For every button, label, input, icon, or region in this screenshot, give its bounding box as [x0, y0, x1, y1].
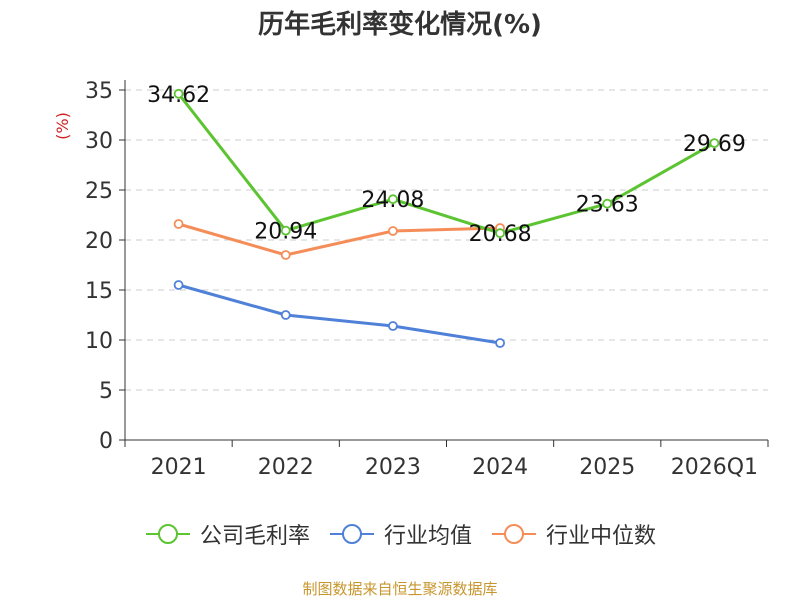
data-label: 29.69	[683, 132, 746, 157]
y-tick-label: 20	[85, 229, 113, 254]
y-tick-label: 25	[85, 179, 113, 204]
legend: 公司毛利率 行业均值 行业中位数	[0, 518, 800, 550]
data-point	[602, 198, 613, 209]
data-point	[173, 219, 184, 229]
x-tick-label: 2023	[365, 455, 421, 480]
chart-title: 历年毛利率变化情况(%)	[258, 10, 542, 40]
data-label: 20.94	[254, 220, 317, 245]
data-point	[388, 321, 398, 331]
series-line-行业均值	[178, 283, 501, 345]
legend-symbol	[145, 524, 190, 544]
data-point	[709, 138, 720, 149]
data-label: 20.68	[469, 222, 532, 247]
data-label: 24.08	[361, 188, 424, 213]
y-tick-label: 5	[99, 379, 113, 404]
legend-label: 公司毛利率	[199, 524, 310, 549]
series-line-行业中位数	[178, 222, 501, 257]
legend-label: 行业中位数	[546, 524, 657, 549]
data-label: 23.63	[576, 193, 639, 218]
legend-item[interactable]: 行业中位数	[490, 518, 656, 550]
x-tick-label: 2022	[258, 455, 314, 480]
data-point	[495, 228, 505, 239]
series-line-公司毛利率	[177, 92, 716, 235]
data-point	[388, 194, 398, 205]
legend-label: 行业均值	[383, 524, 472, 549]
data-point	[280, 310, 291, 320]
legend-symbol	[492, 524, 536, 544]
data-labels: 34.62 20.94 24.08 20.68 23.63 29.69	[147, 83, 746, 247]
y-axis-label: (%)	[53, 112, 72, 140]
data-point	[495, 338, 505, 348]
x-tick-label: 2024	[472, 455, 528, 480]
series	[173, 88, 720, 348]
legend-symbol	[329, 524, 374, 544]
y-tick-label: 10	[85, 329, 113, 354]
data-point	[280, 225, 291, 236]
data-point	[388, 226, 398, 236]
legend-item[interactable]: 行业均值	[328, 518, 472, 550]
legend-symbol-marker	[157, 524, 178, 544]
x-tick-label: 2026Q1	[671, 455, 758, 480]
grid-lines	[125, 89, 768, 391]
y-tick-label: 35	[85, 79, 113, 104]
data-point	[173, 280, 184, 290]
y-tick-label: 15	[85, 279, 113, 304]
data-point	[280, 250, 291, 260]
legend-item[interactable]: 公司毛利率	[144, 518, 310, 550]
x-tick-label: 2025	[579, 455, 635, 480]
source-note: 制图数据来自恒生聚源数据库	[302, 580, 498, 598]
y-tick-label: 30	[85, 129, 113, 154]
y-tick-label: 0	[99, 429, 113, 454]
legend-symbol-marker	[341, 524, 362, 544]
data-point	[173, 88, 184, 99]
data-label: 34.62	[147, 83, 210, 108]
x-tick-label: 2021	[151, 455, 207, 480]
legend-symbol-marker	[504, 524, 524, 544]
